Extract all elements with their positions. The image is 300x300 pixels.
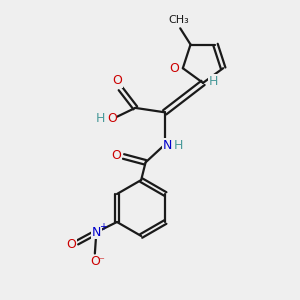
Text: +: + xyxy=(99,222,107,232)
Text: N: N xyxy=(162,139,172,152)
Text: CH₃: CH₃ xyxy=(168,15,189,25)
Text: O: O xyxy=(113,74,122,87)
Text: H: H xyxy=(208,75,218,88)
Text: N: N xyxy=(92,226,101,239)
Text: O: O xyxy=(170,62,179,75)
Text: ⁻: ⁻ xyxy=(98,257,104,267)
Text: H: H xyxy=(96,112,106,125)
Text: O: O xyxy=(90,255,100,268)
Text: O: O xyxy=(107,112,117,125)
Text: O: O xyxy=(111,148,121,161)
Text: H: H xyxy=(173,139,183,152)
Text: O: O xyxy=(66,238,76,250)
